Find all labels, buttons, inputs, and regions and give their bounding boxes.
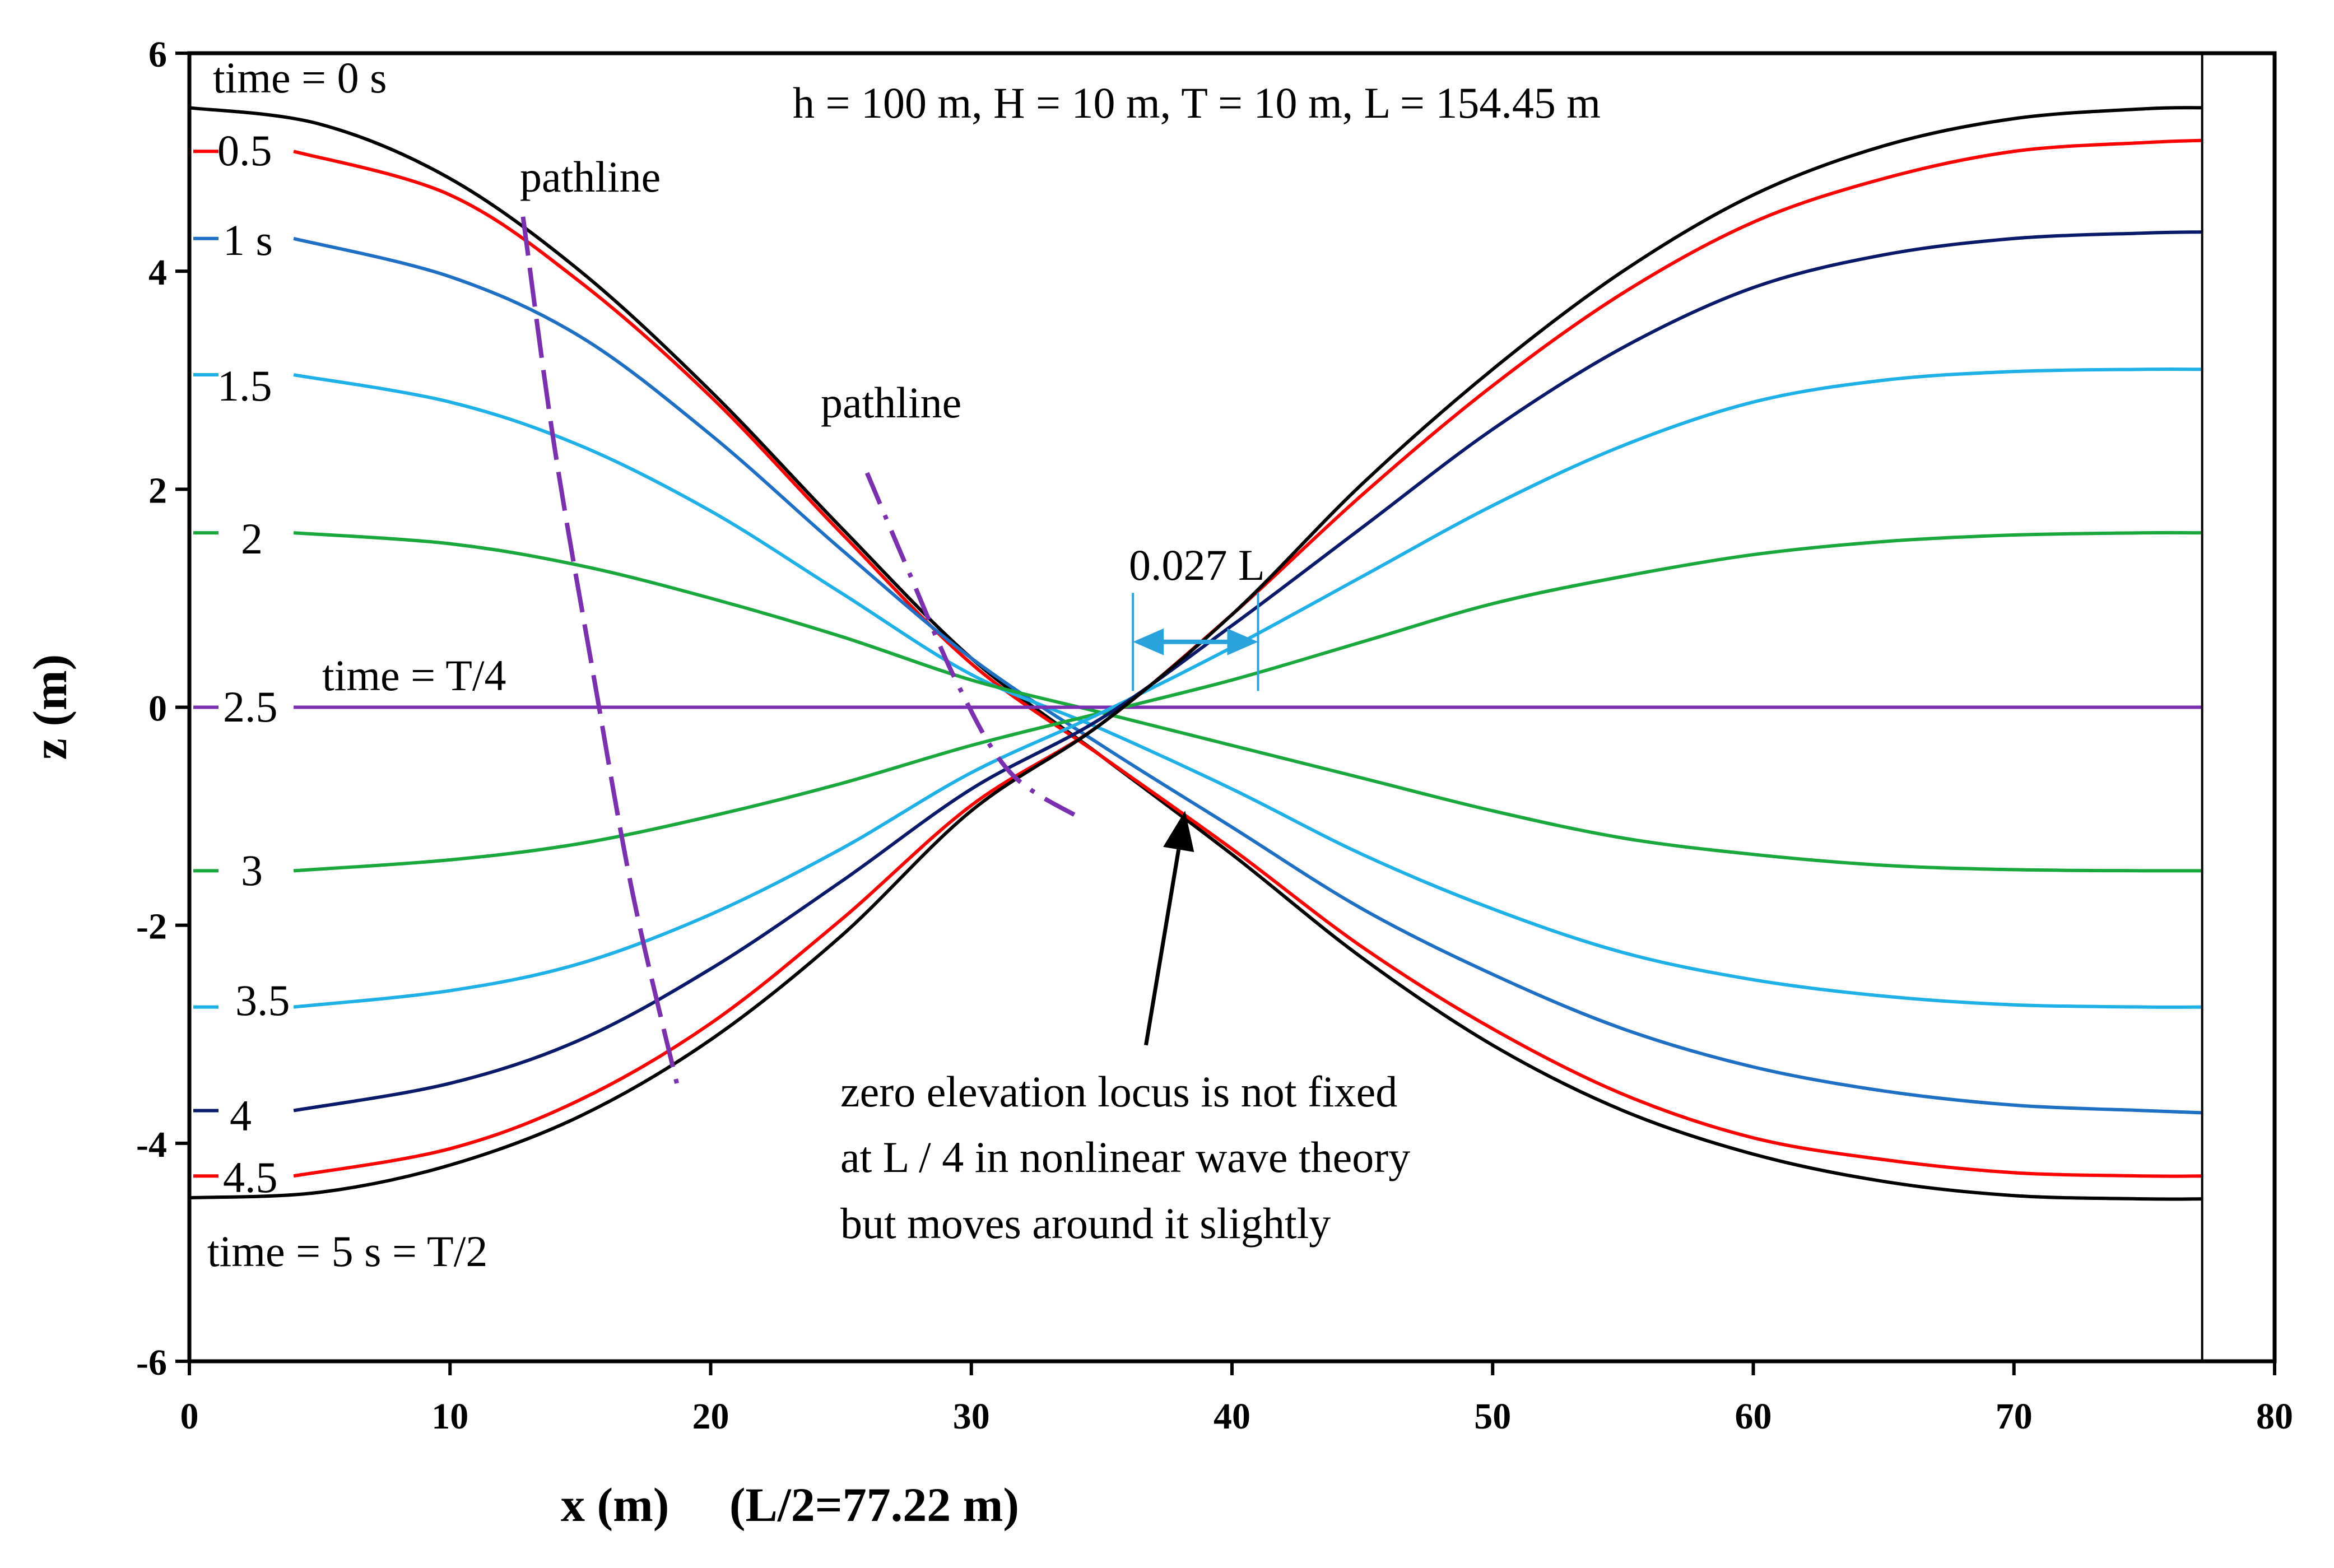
pathline-label-1: pathline xyxy=(520,152,661,201)
series-label-6: 3 xyxy=(241,846,263,895)
x-tick-label-6: 60 xyxy=(1735,1396,1772,1437)
locus-note-line-1: zero elevation locus is not fixed xyxy=(840,1067,1397,1116)
series-line-10 xyxy=(189,106,2202,1200)
y-tick-label-2: 2 xyxy=(148,470,167,511)
y-tick-label-5: -4 xyxy=(136,1124,167,1165)
gap-arrow-head-left xyxy=(1133,628,1164,655)
series-line-3 xyxy=(293,373,2202,1009)
y-tick-label-4: -2 xyxy=(136,906,167,947)
y-tick-label-1: 4 xyxy=(148,252,167,293)
y-tick-label-0: 6 xyxy=(148,34,167,75)
gap-label: 0.027 L xyxy=(1129,541,1265,589)
series-label-2: 1 s xyxy=(223,216,273,264)
time-quarter-label: time = T/4 xyxy=(322,651,506,700)
y-tick-label-3: 0 xyxy=(148,688,167,729)
pathline-label-2: pathline xyxy=(821,378,961,427)
series-layer: 0.5 1 s 1.5 2 2.5 3 3.5 4 4.5 xyxy=(189,106,2202,1202)
pathline-layer xyxy=(520,216,1259,1084)
x-tick-label-0: 0 xyxy=(180,1396,199,1437)
series-label-5: 2.5 xyxy=(223,682,278,731)
locus-arrow-shaft xyxy=(1144,849,1181,1046)
x-tick-label-5: 50 xyxy=(1474,1396,1511,1437)
series-line-9 xyxy=(293,138,2202,1178)
locus-arrow-head xyxy=(1163,811,1194,853)
y-axis-title: z (m) xyxy=(23,654,77,760)
series-label-4: 2 xyxy=(241,514,263,563)
gap-arrow-head-right xyxy=(1227,628,1258,655)
series-label-3: 1.5 xyxy=(217,361,272,410)
x-axis-title: x (m) (L/2=77.22 m) xyxy=(561,1478,1019,1532)
series-line-8 xyxy=(293,230,2202,1113)
annotation-layer: h = 100 m, H = 10 m, T = 10 m, L = 154.4… xyxy=(23,53,1601,1532)
x-tick-label-1: 10 xyxy=(431,1396,468,1437)
pathline-1 xyxy=(864,472,1082,821)
series-label-1: 0.5 xyxy=(217,126,272,175)
series-label-9: 4.5 xyxy=(223,1153,278,1202)
series-line-2 xyxy=(293,236,2202,1115)
params-annotation: h = 100 m, H = 10 m, T = 10 m, L = 154.4… xyxy=(793,78,1601,127)
series-line-1 xyxy=(293,150,2202,1178)
x-tick-label-7: 70 xyxy=(1996,1396,2033,1437)
series-label-8: 4 xyxy=(230,1091,252,1140)
x-tick-label-2: 20 xyxy=(692,1396,729,1437)
series-line-4 xyxy=(293,531,2202,873)
y-tick-label-6: -6 xyxy=(136,1342,167,1383)
series-label-7: 3.5 xyxy=(235,976,290,1025)
locus-note-line-3: but moves around it slightly xyxy=(840,1199,1331,1248)
series-line-6 xyxy=(293,531,2202,873)
series-line-0 xyxy=(189,106,2202,1201)
x-tick-label-3: 30 xyxy=(953,1396,990,1437)
locus-note-line-2: at L / 4 in nonlinear wave theory xyxy=(840,1133,1410,1181)
x-tick-label-4: 40 xyxy=(1214,1396,1250,1437)
pathline-0 xyxy=(520,216,679,1084)
series-line-7 xyxy=(293,367,2202,1009)
time-half-label: time = 5 s = T/2 xyxy=(207,1227,487,1276)
x-tick-label-8: 80 xyxy=(2256,1396,2293,1437)
time-zero-label: time = 0 s xyxy=(213,53,387,102)
